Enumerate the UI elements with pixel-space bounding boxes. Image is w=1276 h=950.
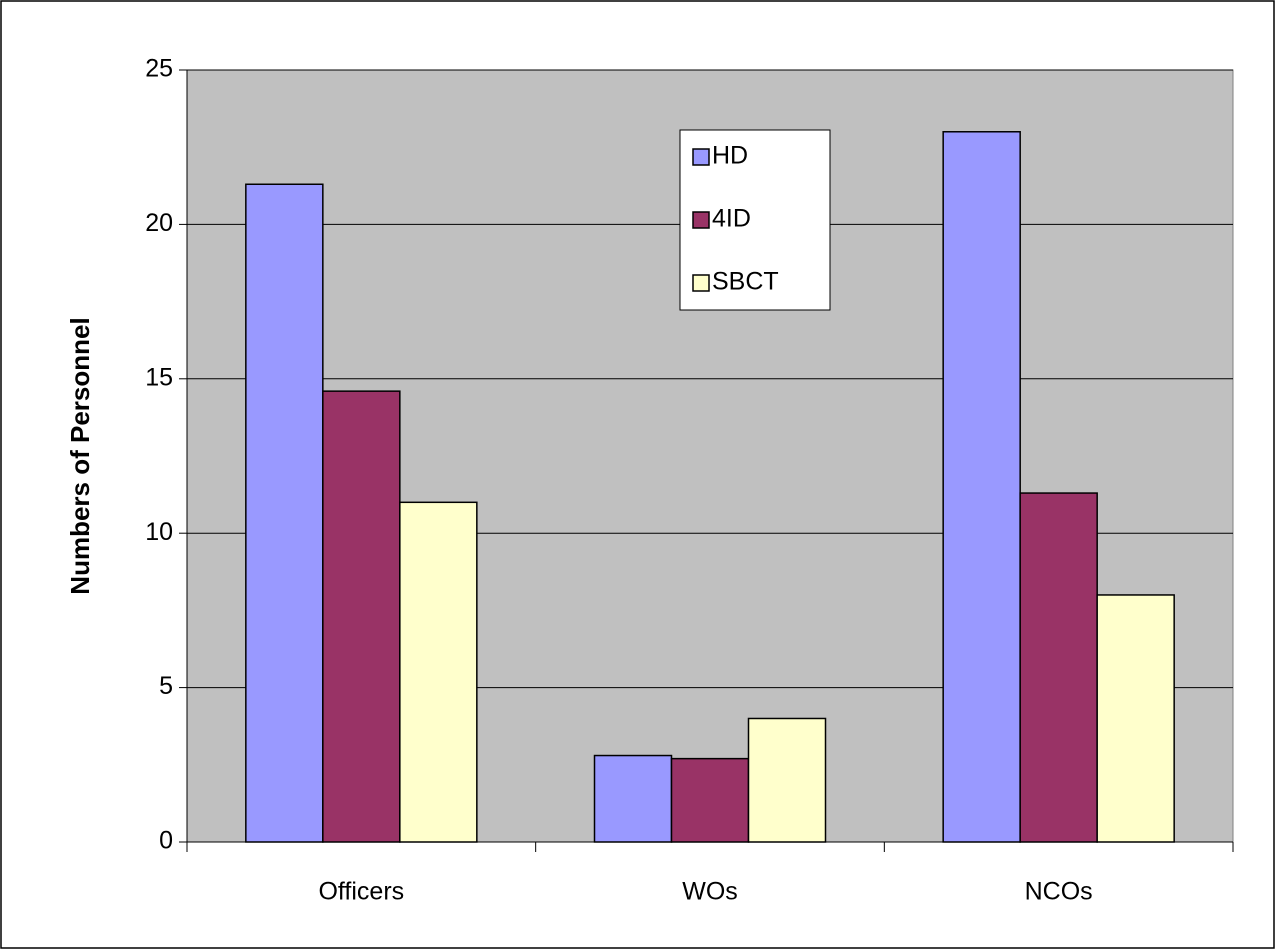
x-tick-label: NCOs (1025, 878, 1093, 906)
bar (322, 390, 401, 843)
bar (593, 754, 673, 843)
y-tick-label: 15 (145, 363, 173, 391)
bar (1019, 492, 1098, 843)
bar (1096, 594, 1175, 843)
x-tick-label: Officers (318, 878, 404, 906)
y-tick-label: 25 (145, 55, 173, 83)
y-tick-label: 20 (145, 209, 173, 237)
bar (245, 183, 324, 843)
bar (747, 717, 827, 843)
y-tick-label: 0 (159, 827, 173, 855)
y-tick-label: 10 (145, 518, 173, 546)
bar (670, 757, 750, 843)
legend-label: 4ID (712, 205, 751, 233)
x-tick-label: WOs (682, 878, 738, 906)
bar (942, 131, 1021, 843)
y-tick-label: 5 (159, 672, 173, 700)
y-axis-label: Numbers of Personnel (65, 317, 95, 594)
legend-swatch (692, 148, 710, 166)
legend-swatch (692, 274, 710, 292)
legend-label: HD (712, 142, 748, 170)
legend-label: SBCT (712, 268, 779, 296)
legend-swatch (692, 211, 710, 229)
bar (399, 501, 478, 843)
